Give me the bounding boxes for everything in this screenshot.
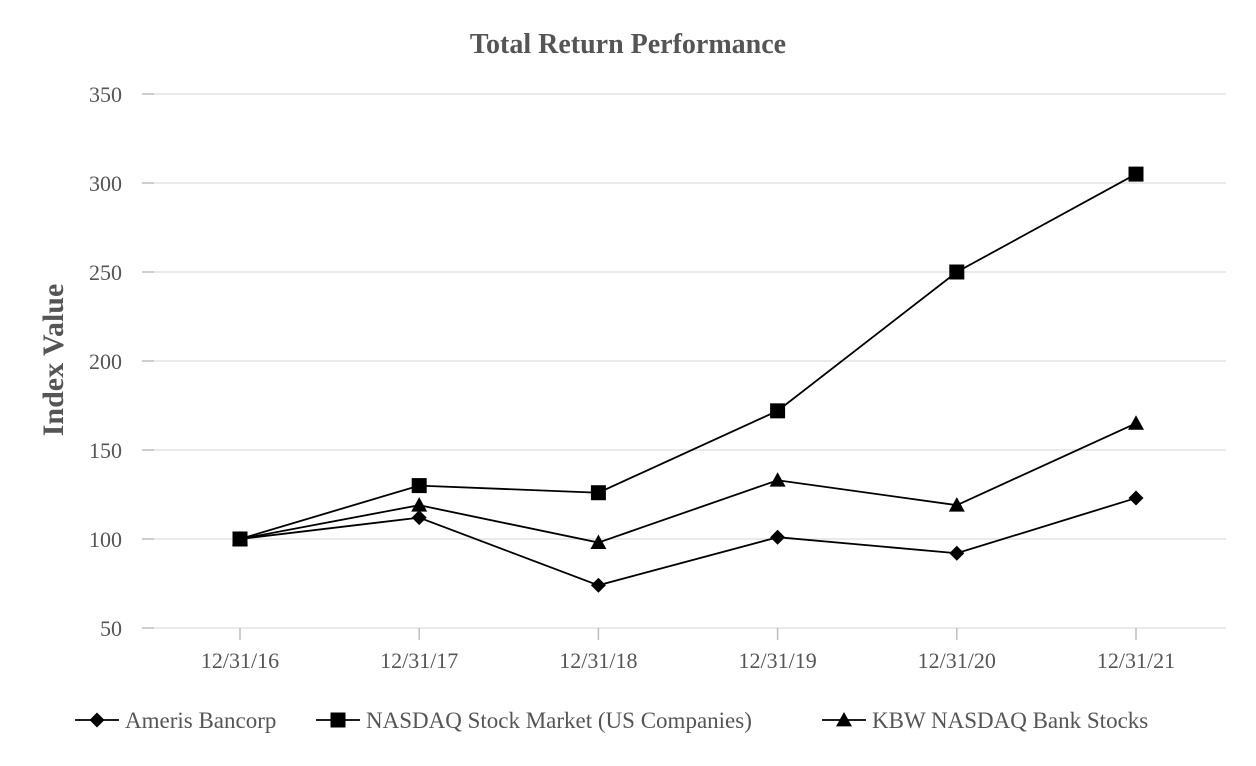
y-tick-label: 350 xyxy=(89,82,122,107)
legend-label: KBW NASDAQ Bank Stocks xyxy=(872,708,1148,733)
legend-label: NASDAQ Stock Market (US Companies) xyxy=(366,708,752,733)
y-tick-label: 150 xyxy=(89,438,122,463)
data-point-diamond xyxy=(1128,490,1144,506)
x-tick-label: 12/31/17 xyxy=(380,648,458,673)
series-line xyxy=(239,422,1137,544)
data-point-square xyxy=(590,485,606,501)
x-tick-label: 12/31/16 xyxy=(201,648,279,673)
series-diamond xyxy=(232,490,1144,593)
axes: 50 100 150 200 250 300 350 12/31/16 12/31/17 12/3… xyxy=(89,82,1175,673)
y-axis-label: Index Value xyxy=(37,284,70,437)
data-point-triangle xyxy=(232,531,248,546)
y-tick-label: 250 xyxy=(89,260,122,285)
data-point-triangle xyxy=(590,534,607,549)
y-tick-label: 300 xyxy=(89,171,122,196)
y-tick-label: 100 xyxy=(89,527,122,552)
series-group xyxy=(232,166,1144,593)
legend-label: Ameris Bancorp xyxy=(125,708,276,733)
series-line xyxy=(239,173,1137,540)
chart-title: Total Return Performance xyxy=(470,29,786,60)
legend: Ameris Bancorp NASDAQ Stock Market (US Co… xyxy=(75,708,1148,733)
legend-marker-diamond xyxy=(89,712,105,728)
x-tick-label: 12/31/21 xyxy=(1097,648,1175,673)
data-point-triangle xyxy=(948,497,965,512)
series-triangle xyxy=(232,415,1144,549)
data-point-triangle xyxy=(411,497,428,512)
data-point-square xyxy=(770,403,786,419)
data-point-triangle xyxy=(1128,415,1144,430)
x-tick-label: 12/31/20 xyxy=(918,648,996,673)
legend-marker-triangle xyxy=(836,712,852,727)
legend-item: Ameris Bancorp xyxy=(75,708,276,733)
x-tick-label: 12/31/18 xyxy=(559,648,637,673)
data-point-diamond xyxy=(770,529,786,545)
data-point-diamond xyxy=(411,510,427,526)
data-point-square xyxy=(411,478,427,494)
y-tick-label: 200 xyxy=(89,349,122,374)
data-point-diamond xyxy=(590,577,606,593)
data-point-square xyxy=(1128,166,1144,182)
series-square xyxy=(232,166,1144,547)
data-point-diamond xyxy=(949,545,965,561)
legend-item: NASDAQ Stock Market (US Companies) xyxy=(316,708,752,733)
y-tick-label: 50 xyxy=(100,616,122,641)
data-point-triangle xyxy=(769,472,786,487)
legend-marker-square xyxy=(330,712,346,728)
x-tick-label: 12/31/19 xyxy=(738,648,816,673)
series-line xyxy=(239,497,1137,587)
legend-item: KBW NASDAQ Bank Stocks xyxy=(822,708,1148,733)
data-point-square xyxy=(949,264,965,280)
gridlines xyxy=(154,93,1226,629)
